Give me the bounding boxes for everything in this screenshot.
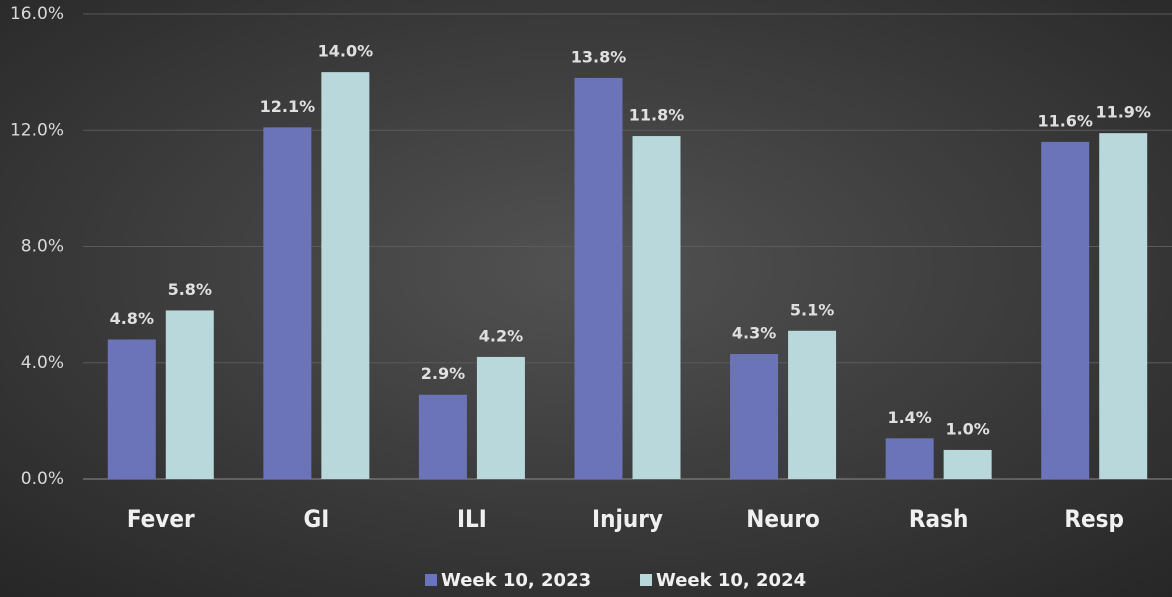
- x-tick-label: Rash: [909, 505, 968, 533]
- bar: [632, 136, 681, 479]
- bar: [1099, 133, 1148, 479]
- bar: [263, 127, 312, 479]
- value-label: 14.0%: [318, 42, 374, 61]
- value-label: 11.8%: [629, 106, 685, 125]
- x-tick-label: Injury: [592, 505, 663, 533]
- value-label: 13.8%: [571, 47, 627, 66]
- value-label: 4.2%: [479, 326, 523, 345]
- value-label: 1.0%: [945, 419, 989, 438]
- bar: [165, 310, 214, 479]
- x-tick-label: GI: [303, 505, 329, 533]
- value-label: 4.8%: [110, 309, 154, 328]
- value-label: 5.1%: [790, 300, 834, 319]
- bar: [730, 354, 779, 479]
- legend-swatch: [640, 574, 652, 586]
- bar: [418, 394, 467, 479]
- value-label: 4.3%: [732, 324, 776, 343]
- x-tick-label: Resp: [1064, 505, 1124, 533]
- bar: [321, 72, 370, 479]
- x-tick-label: Fever: [127, 505, 195, 533]
- y-tick-label: 8.0%: [21, 237, 64, 257]
- legend-label: Week 10, 2023: [441, 570, 591, 591]
- legend-label: Week 10, 2024: [656, 570, 806, 591]
- y-tick-label: 16.0%: [10, 4, 64, 24]
- bar: [574, 77, 623, 479]
- value-label: 5.8%: [168, 280, 212, 299]
- y-tick-label: 0.0%: [21, 469, 64, 489]
- value-label: 11.9%: [1095, 103, 1151, 122]
- value-label: 2.9%: [421, 364, 465, 383]
- bar: [788, 330, 837, 479]
- legend-swatch: [425, 574, 437, 586]
- x-tick-label: ILI: [457, 505, 487, 533]
- value-label: 12.1%: [260, 97, 316, 116]
- bar: [107, 339, 156, 479]
- value-label: 11.6%: [1037, 111, 1093, 130]
- y-tick-label: 12.0%: [10, 120, 64, 140]
- y-tick-label: 4.0%: [21, 353, 64, 373]
- value-label: 1.4%: [887, 408, 931, 427]
- bar: [476, 356, 525, 479]
- bar: [943, 449, 992, 479]
- x-tick-label: Neuro: [746, 505, 820, 533]
- bar: [1041, 141, 1090, 479]
- bar: [885, 438, 934, 479]
